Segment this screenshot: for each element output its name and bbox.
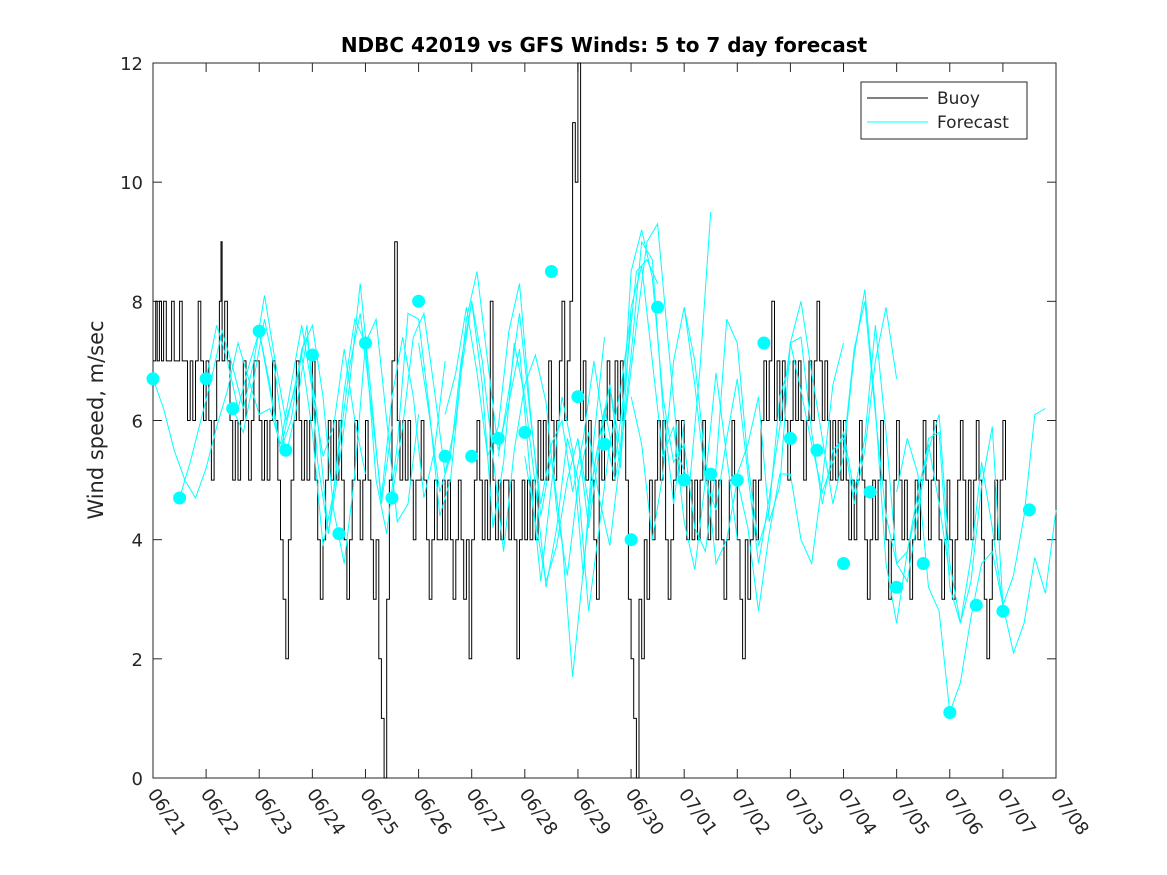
forecast-marker: [385, 491, 399, 505]
legend-box: [860, 81, 1028, 140]
y-tick-label: 10: [120, 173, 143, 194]
forecast-marker: [837, 557, 850, 570]
forecast-marker: [491, 431, 505, 445]
forecast-markers: [146, 265, 1036, 719]
forecast-line: [471, 240, 685, 576]
forecast-line: [152, 325, 366, 500]
forecast-marker: [571, 390, 585, 404]
forecast-line: [205, 317, 420, 564]
forecast-marker: [651, 300, 665, 314]
forecast-marker: [252, 324, 266, 338]
forecast-line: [179, 283, 393, 534]
forecast-marker: [730, 473, 744, 487]
forecast-marker: [1022, 503, 1036, 517]
forecast-marker: [359, 336, 372, 350]
forecast-line: [497, 211, 712, 504]
forecast-marker: [465, 449, 479, 463]
forecast-marker: [173, 491, 187, 505]
y-tick-label: 6: [132, 412, 143, 433]
y-tick-label: 8: [132, 292, 143, 313]
forecast-marker: [226, 402, 240, 416]
y-tick-label: 4: [132, 531, 143, 552]
forecast-marker: [890, 580, 904, 594]
y-axis-label: Wind speed, m/sec: [84, 320, 108, 519]
forecast-line: [736, 289, 951, 624]
forecast-marker: [598, 437, 611, 451]
forecast-line: [418, 301, 632, 612]
forecast-marker: [677, 473, 691, 487]
forecast-line: [896, 408, 1046, 713]
legend-buoy-label: Buoy: [937, 89, 980, 109]
forecast-marker: [305, 348, 319, 362]
legend-forecast-label: Forecast: [937, 113, 1009, 133]
forecast-line: [232, 313, 446, 534]
forecast-marker: [199, 372, 213, 386]
forecast-line: [577, 229, 791, 554]
forecast-marker: [438, 449, 452, 463]
forecast-marker: [704, 467, 718, 481]
forecast-marker: [757, 336, 771, 350]
forecast-marker: [969, 598, 983, 612]
y-tick-label: 2: [132, 650, 143, 671]
forecast-marker: [624, 533, 638, 547]
forecast-marker: [518, 425, 532, 439]
legend: Buoy Forecast: [860, 81, 1028, 140]
forecast-marker: [332, 527, 346, 541]
forecast-line: [524, 265, 738, 582]
forecast-marker: [279, 443, 293, 457]
forecast-marker: [412, 294, 426, 308]
y-axis: 0 2 4 6 8 10 12: [120, 54, 1056, 790]
forecast-marker: [863, 485, 877, 499]
forecast-marker: [943, 706, 957, 719]
forecast-marker: [996, 604, 1010, 618]
forecast-marker: [146, 372, 160, 386]
y-tick-label: 12: [120, 54, 143, 75]
forecast-line: [391, 271, 605, 582]
forecast-marker: [783, 431, 797, 445]
buoy-series: [153, 62, 1006, 779]
forecast-line: [843, 301, 1057, 655]
forecast-marker: [916, 557, 930, 570]
forecast-series: [152, 211, 1057, 713]
forecast-marker: [810, 443, 824, 457]
y-tick-label: 0: [132, 769, 143, 790]
buoy-line: [153, 62, 1006, 779]
forecast-marker: [544, 265, 558, 278]
chart-title: NDBC 42019 vs GFS Winds: 5 to 7 day fore…: [341, 33, 868, 57]
